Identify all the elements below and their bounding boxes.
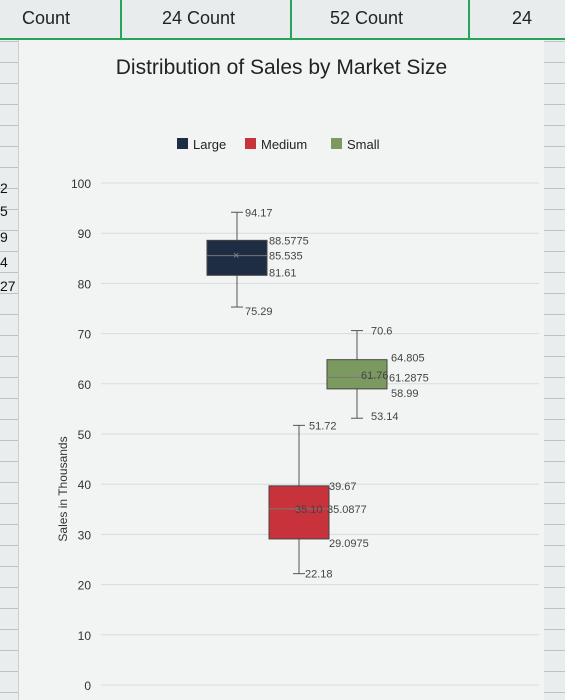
y-tick-label: 10 (78, 629, 92, 643)
row-value[interactable]: 5 (0, 203, 8, 219)
box-medium (268, 485, 330, 540)
y-tick-label: 50 (78, 428, 92, 442)
column-separator (290, 0, 292, 38)
data-label: 22.18 (305, 569, 333, 581)
data-label: 70.6 (371, 326, 392, 338)
header-cell-24[interactable]: 24 (512, 8, 533, 28)
legend-label: Small (347, 137, 380, 152)
legend-swatch (177, 138, 188, 149)
data-label: 39.67 (329, 481, 357, 493)
chart-svg: 0 10 20 30 40 50 60 70 80 90 100 Sales in Thousands… (56, 137, 539, 693)
y-tick-label: 100 (71, 177, 91, 191)
data-label: 85.535 (269, 251, 303, 263)
y-tick-label: 90 (78, 227, 92, 241)
y-tick-label: 40 (78, 478, 92, 492)
data-label: 75.29 (245, 306, 273, 318)
data-label: 61.76 (361, 370, 389, 382)
box-large (206, 239, 268, 276)
chart-area[interactable]: Distribution of Sales by Market Size 0 10… (18, 40, 544, 700)
y-axis-label: Sales in Thousands (56, 436, 70, 541)
data-label: 51.72 (309, 420, 337, 432)
mean-marker: × (295, 504, 301, 516)
chart-title: Distribution of Sales by Market Size (115, 56, 448, 79)
box-small (326, 359, 388, 390)
column-separator (120, 0, 122, 38)
legend-label: Medium (261, 137, 307, 152)
mean-marker: × (353, 370, 359, 382)
data-label: 81.61 (269, 267, 297, 279)
y-tick-label: 0 (84, 679, 91, 693)
legend-swatch (245, 138, 256, 149)
y-tick-label: 80 (78, 277, 92, 291)
data-label: 94.17 (245, 207, 273, 219)
row-value[interactable]: 27 (0, 278, 16, 294)
data-label: 64.805 (391, 353, 425, 365)
y-tick-label: 60 (78, 378, 92, 392)
row-value[interactable]: 4 (0, 254, 8, 270)
data-label: 61.2875 (389, 372, 429, 384)
data-label: 35.10 (295, 504, 323, 516)
y-tick-label: 20 (78, 579, 92, 593)
legend-swatch (331, 138, 342, 149)
header-cell-24-count[interactable]: 24 Count (162, 8, 236, 28)
header-row: Count 24 Count 52 Count 24 (0, 0, 565, 40)
data-label: 29.0975 (329, 538, 369, 550)
row-value[interactable]: 2 (0, 180, 8, 196)
legend-label: Large (193, 137, 226, 152)
row-value[interactable]: 9 (0, 229, 8, 245)
data-label: 88.5775 (269, 235, 309, 247)
data-label: 35.0877 (327, 504, 367, 516)
y-tick-label: 70 (78, 328, 92, 342)
y-tick-label: 30 (78, 528, 92, 542)
mean-marker: × (233, 250, 239, 262)
header-cell-count[interactable]: Count (22, 8, 71, 28)
column-separator (468, 0, 470, 38)
header-cell-52-count[interactable]: 52 Count (330, 8, 404, 28)
data-label: 58.99 (391, 388, 419, 400)
data-label: 53.14 (371, 411, 399, 423)
